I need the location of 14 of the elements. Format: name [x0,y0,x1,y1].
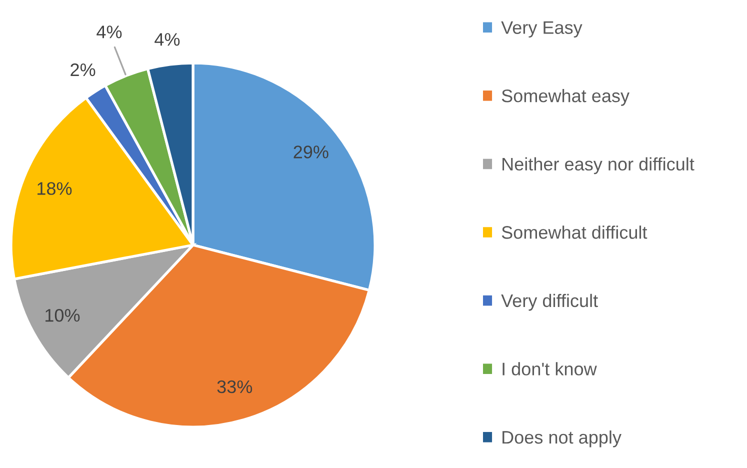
legend-label: Very Easy [501,21,582,38]
legend-label: I don't know [502,362,597,376]
legend-label: Somewhat easy [502,89,630,106]
legend-label: Very difficult [501,294,598,311]
legend-label: Does not apply [502,430,622,448]
data-label: 10% [46,308,80,322]
data-label: 18% [38,182,72,195]
data-label: 4% [154,33,180,46]
data-label: 29% [294,146,328,158]
legend-label: Neither easy nor difficult [502,157,694,174]
data-label: 4% [96,26,122,38]
data-label: 2% [70,63,96,76]
legend-label: Somewhat difficult [502,226,648,239]
data-label: 33% [217,380,252,394]
